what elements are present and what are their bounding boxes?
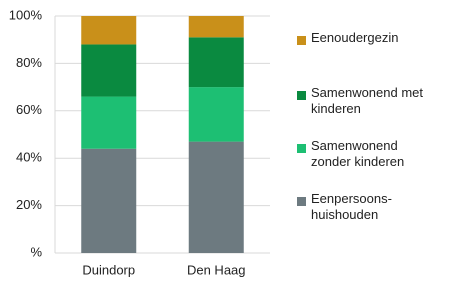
legend-swatch xyxy=(297,91,306,100)
x-tick-label: Duindorp xyxy=(82,262,135,277)
bar-segment xyxy=(81,148,137,253)
legend-swatch xyxy=(297,197,306,206)
legend-swatch xyxy=(297,144,306,153)
y-tick-label: 60% xyxy=(16,102,42,117)
bar-segment xyxy=(81,44,137,97)
legend-label: Samenwonend met kinderen xyxy=(311,85,424,116)
bar-segment xyxy=(81,16,137,45)
legend-label: Eenoudergezin xyxy=(311,30,399,45)
bar-segment xyxy=(188,16,244,38)
legend-label: Samenwonend zonder kinderen xyxy=(311,138,405,169)
bar-segment xyxy=(188,141,244,253)
legend-label: Eenpersoons-huishouden xyxy=(311,191,392,222)
bar-segment xyxy=(81,96,137,149)
bar-segment xyxy=(188,37,244,88)
legend-swatch xyxy=(297,36,306,45)
y-tick-label: % xyxy=(30,244,42,259)
x-tick-label: Den Haag xyxy=(187,262,246,277)
y-tick-label: 100% xyxy=(9,7,43,22)
bar-segment xyxy=(188,87,244,142)
y-tick-label: 20% xyxy=(16,197,42,212)
y-tick-label: 80% xyxy=(16,55,42,70)
y-tick-label: 40% xyxy=(16,150,42,165)
